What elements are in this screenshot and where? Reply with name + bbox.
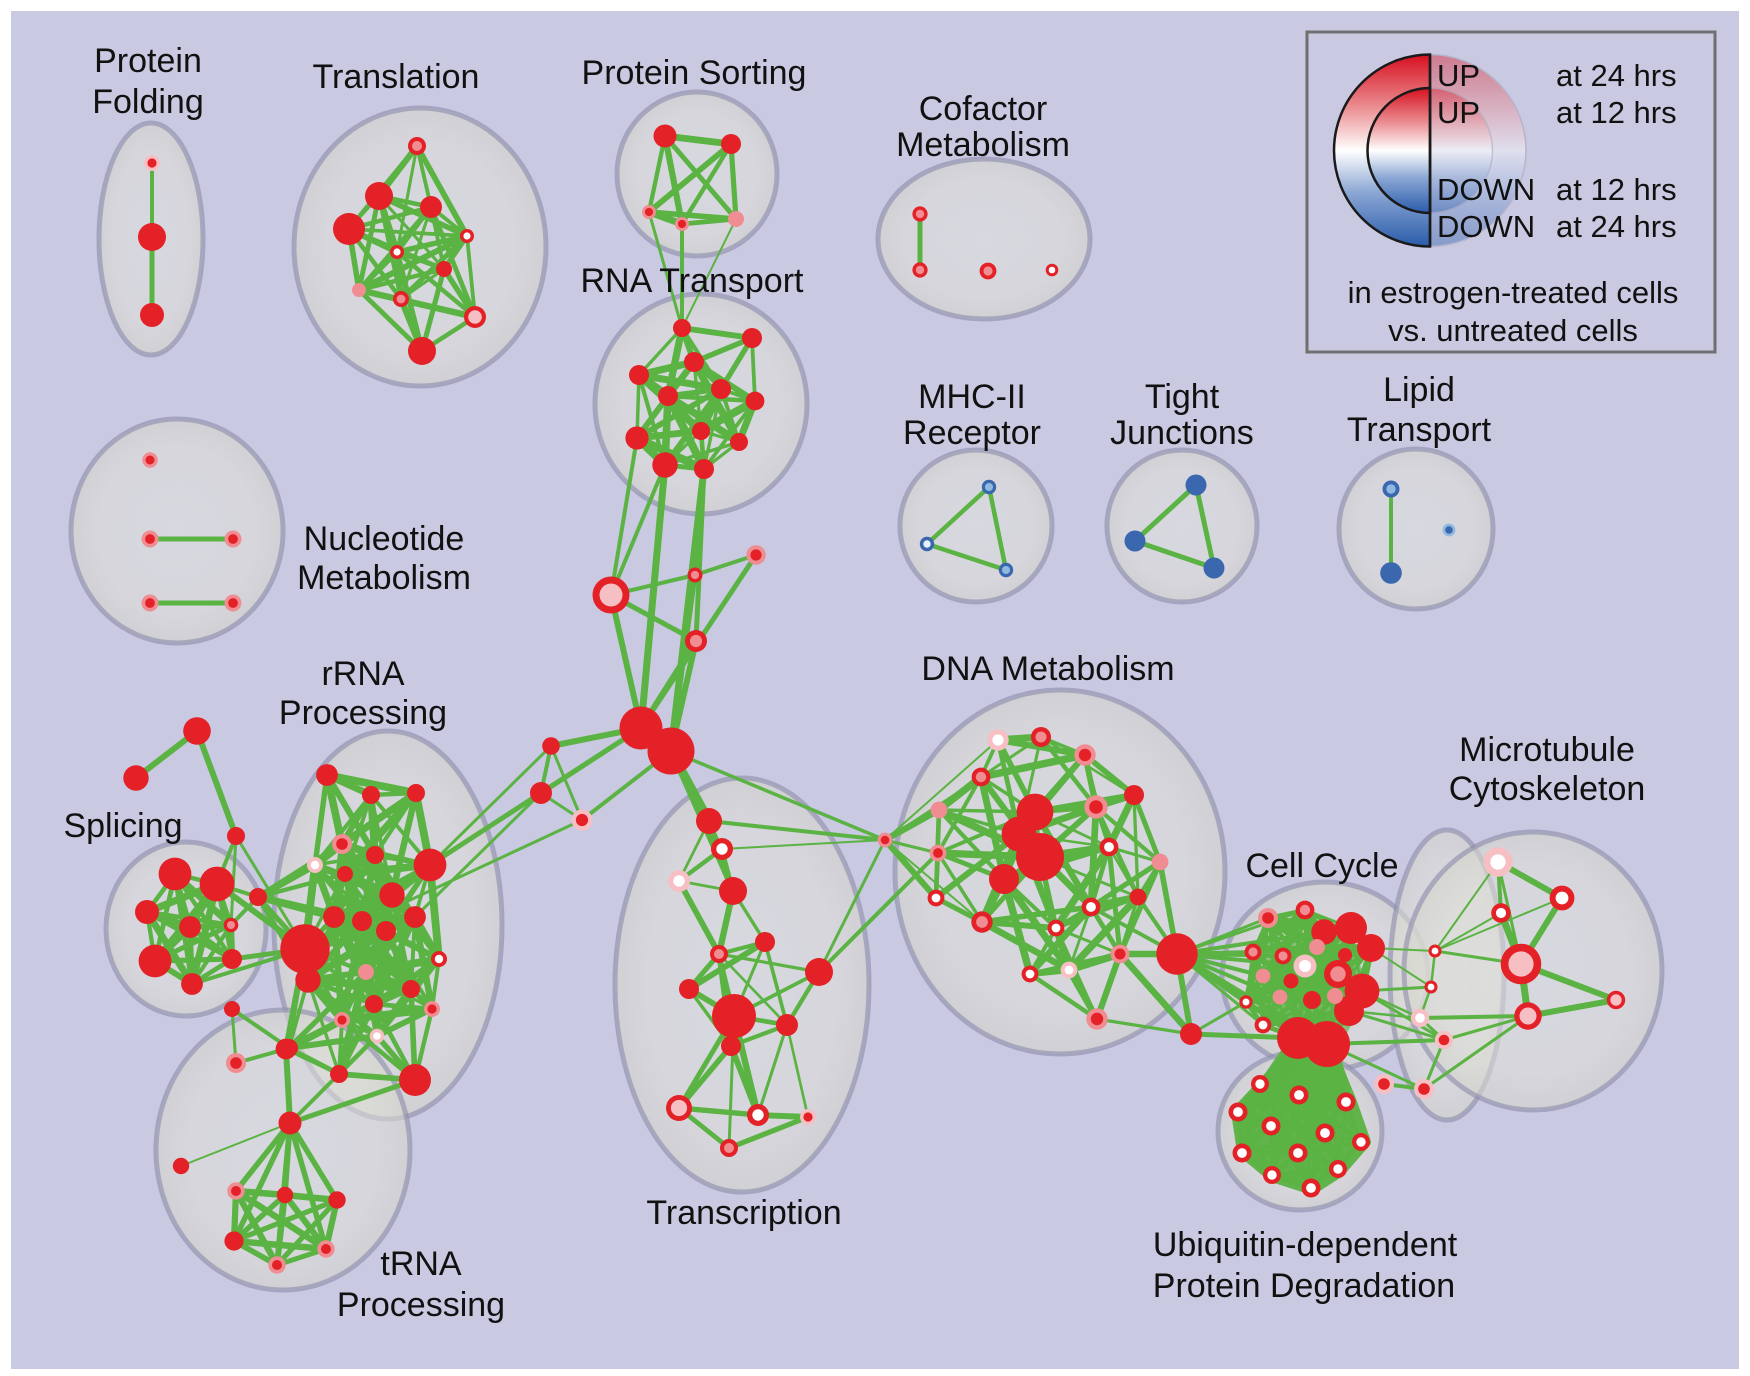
svg-text:Metabolism: Metabolism [297, 559, 471, 597]
svg-text:Protein Degradation: Protein Degradation [1153, 1267, 1455, 1305]
svg-text:in estrogen-treated cells: in estrogen-treated cells [1348, 275, 1679, 310]
svg-text:DNA Metabolism: DNA Metabolism [921, 650, 1174, 688]
svg-text:rRNA: rRNA [321, 655, 404, 693]
svg-text:Metabolism: Metabolism [896, 126, 1070, 164]
svg-text:vs. untreated cells: vs. untreated cells [1388, 313, 1638, 348]
svg-text:Cytoskeleton: Cytoskeleton [1449, 770, 1646, 808]
svg-text:Protein: Protein [94, 42, 202, 80]
svg-text:at 24 hrs: at 24 hrs [1556, 58, 1677, 93]
svg-text:Nucleotide: Nucleotide [304, 520, 465, 558]
svg-text:Transport: Transport [1347, 411, 1492, 449]
svg-text:Cell Cycle: Cell Cycle [1245, 847, 1398, 885]
svg-text:Lipid: Lipid [1383, 371, 1455, 409]
svg-text:Processing: Processing [337, 1286, 505, 1324]
svg-text:Ubiquitin-dependent: Ubiquitin-dependent [1153, 1226, 1458, 1264]
svg-text:Translation: Translation [313, 58, 480, 96]
svg-text:Cofactor: Cofactor [919, 90, 1048, 128]
svg-text:Tight: Tight [1145, 378, 1220, 416]
svg-text:UP: UP [1437, 58, 1480, 93]
svg-text:RNA Transport: RNA Transport [581, 262, 805, 300]
svg-text:Transcription: Transcription [646, 1194, 841, 1232]
svg-text:Splicing: Splicing [63, 807, 182, 845]
svg-text:Processing: Processing [279, 694, 447, 732]
svg-text:tRNA: tRNA [380, 1245, 462, 1283]
svg-text:UP: UP [1437, 95, 1480, 130]
svg-text:Folding: Folding [92, 83, 204, 121]
svg-text:DOWN: DOWN [1437, 172, 1535, 207]
svg-text:MHC-II: MHC-II [918, 378, 1026, 416]
svg-text:DOWN: DOWN [1437, 209, 1535, 244]
svg-text:Protein Sorting: Protein Sorting [582, 54, 807, 92]
svg-text:at 12 hrs: at 12 hrs [1556, 95, 1677, 130]
svg-text:at 24 hrs: at 24 hrs [1556, 209, 1677, 244]
svg-text:Junctions: Junctions [1110, 414, 1254, 452]
svg-text:Microtubule: Microtubule [1459, 731, 1635, 769]
svg-text:Receptor: Receptor [903, 414, 1041, 452]
svg-text:at 12 hrs: at 12 hrs [1556, 172, 1677, 207]
